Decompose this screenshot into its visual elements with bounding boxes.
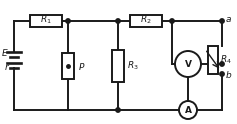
Circle shape <box>66 19 70 23</box>
Bar <box>208 46 218 74</box>
Circle shape <box>220 19 224 23</box>
Bar <box>112 50 124 82</box>
Text: $R_4$: $R_4$ <box>220 54 232 66</box>
Bar <box>130 15 162 27</box>
Text: $b$: $b$ <box>225 69 232 80</box>
Text: $E$: $E$ <box>1 47 9 58</box>
Text: $P$: $P$ <box>78 61 85 72</box>
Circle shape <box>175 51 201 77</box>
Text: $\mathbf{A}$: $\mathbf{A}$ <box>183 104 192 115</box>
Bar <box>62 53 74 79</box>
Circle shape <box>116 108 120 112</box>
Text: $R_3$: $R_3$ <box>127 60 139 72</box>
Circle shape <box>220 72 224 76</box>
Text: $R_1$: $R_1$ <box>40 14 52 26</box>
Text: $a$: $a$ <box>225 16 232 25</box>
Circle shape <box>220 62 224 66</box>
Text: $r$: $r$ <box>4 62 10 72</box>
Circle shape <box>170 19 174 23</box>
Text: $R_2$: $R_2$ <box>140 14 152 26</box>
Text: $\mathbf{V}$: $\mathbf{V}$ <box>183 58 192 69</box>
Circle shape <box>116 19 120 23</box>
Bar <box>30 15 62 27</box>
Circle shape <box>179 101 197 119</box>
